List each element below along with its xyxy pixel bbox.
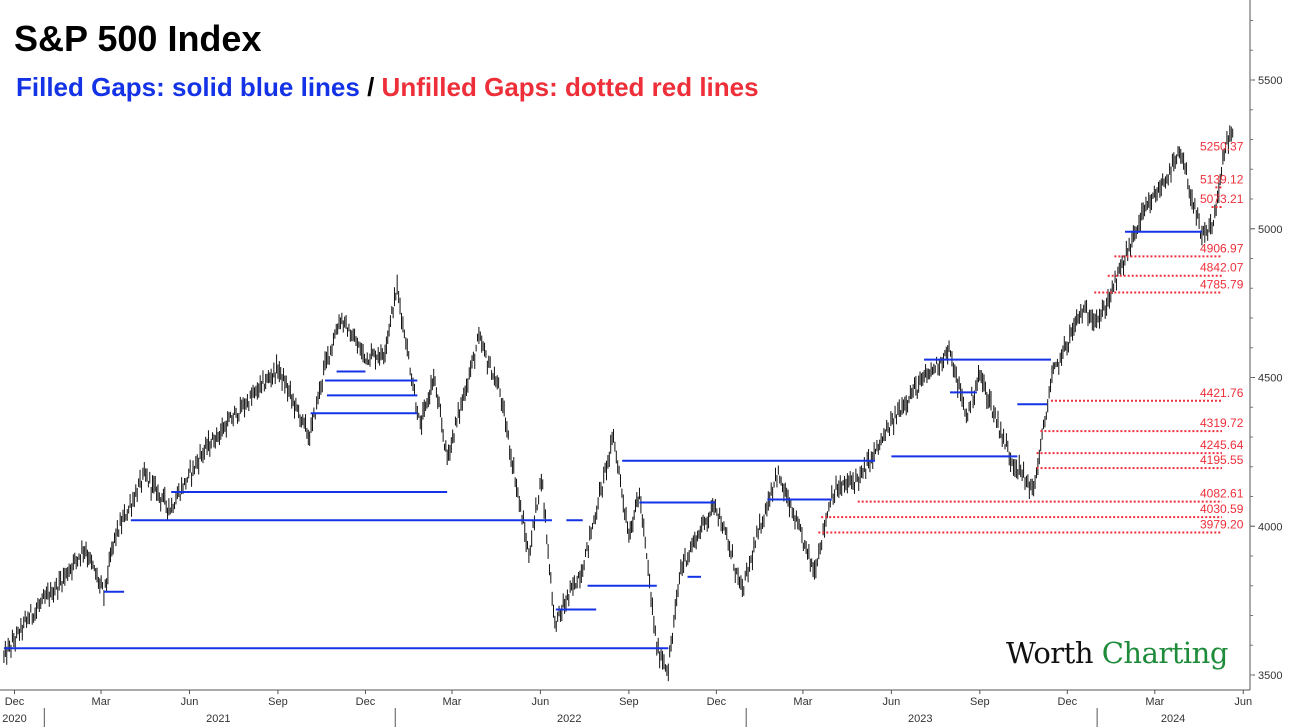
x-year-label: 2022: [557, 713, 581, 725]
x-tick-label: Jun: [532, 696, 550, 708]
x-tick-label: Mar: [1145, 696, 1164, 708]
y-tick-label: 3500: [1258, 670, 1282, 682]
x-tick-label: Jun: [882, 696, 900, 708]
unfilled-gap-label: 4842.07: [1200, 261, 1244, 275]
x-tick-label: Dec: [356, 696, 376, 708]
x-year-label: 2020: [2, 713, 26, 725]
chart-subtitle: Filled Gaps: solid blue lines / Unfilled…: [16, 72, 759, 103]
x-tick-label: Dec: [5, 696, 25, 708]
y-tick-label: 5500: [1258, 75, 1282, 87]
unfilled-gap-label: 4030.59: [1200, 502, 1244, 516]
unfilled-gap-label: 4319.72: [1200, 416, 1244, 430]
x-tick-label: Dec: [1058, 696, 1078, 708]
x-tick-label: Mar: [793, 696, 812, 708]
x-tick-label: Sep: [970, 696, 990, 708]
x-tick-label: Jun: [1234, 696, 1252, 708]
unfilled-gap-label: 4785.79: [1200, 277, 1244, 291]
unfilled-gap-label: 4906.97: [1200, 241, 1244, 255]
unfilled-gap-label: 4245.64: [1200, 438, 1244, 452]
x-tick-label: Mar: [442, 696, 461, 708]
unfilled-gap-label: 3979.20: [1200, 517, 1244, 531]
x-tick-label: Dec: [707, 696, 727, 708]
y-tick-label: 4500: [1258, 373, 1282, 385]
logo-word-worth: Worth: [1006, 636, 1094, 670]
unfilled-gap-label: 4421.76: [1200, 386, 1244, 400]
unfilled-gap-label: 5073.21: [1200, 192, 1244, 206]
x-tick-label: Sep: [619, 696, 639, 708]
filled-gaps: [3, 230, 1202, 650]
chart-title: S&P 500 Index: [14, 18, 262, 59]
filled-gaps-legend: Filled Gaps: solid blue lines: [16, 72, 360, 102]
unfilled-gap-label: 5250.37: [1200, 139, 1244, 153]
price-series: [3, 125, 1234, 682]
x-tick-label: Jun: [181, 696, 199, 708]
unfilled-gap-label: 4195.55: [1200, 453, 1244, 467]
unfilled-gap-label: 4082.61: [1200, 487, 1244, 501]
unfilled-gaps-legend: Unfilled Gaps: dotted red lines: [381, 72, 759, 102]
y-tick-label: 5000: [1258, 224, 1282, 236]
logo-word-charting: Charting: [1101, 636, 1229, 670]
unfilled-gap-label: 5139.12: [1200, 172, 1244, 186]
x-year-label: 2023: [908, 713, 932, 725]
unfilled-gaps: 5250.37 5139.12 5073.21 4906.97 4842.07 4785.…: [818, 139, 1244, 534]
x-tick-label: Mar: [92, 696, 111, 708]
worth-charting-logo: Worth Charting: [1006, 636, 1228, 670]
x-year-label: 2024: [1161, 713, 1185, 725]
y-tick-label: 4000: [1258, 521, 1282, 533]
x-tick-label: Sep: [268, 696, 288, 708]
x-year-label: 2021: [206, 713, 230, 725]
legend-separator: /: [367, 72, 375, 102]
